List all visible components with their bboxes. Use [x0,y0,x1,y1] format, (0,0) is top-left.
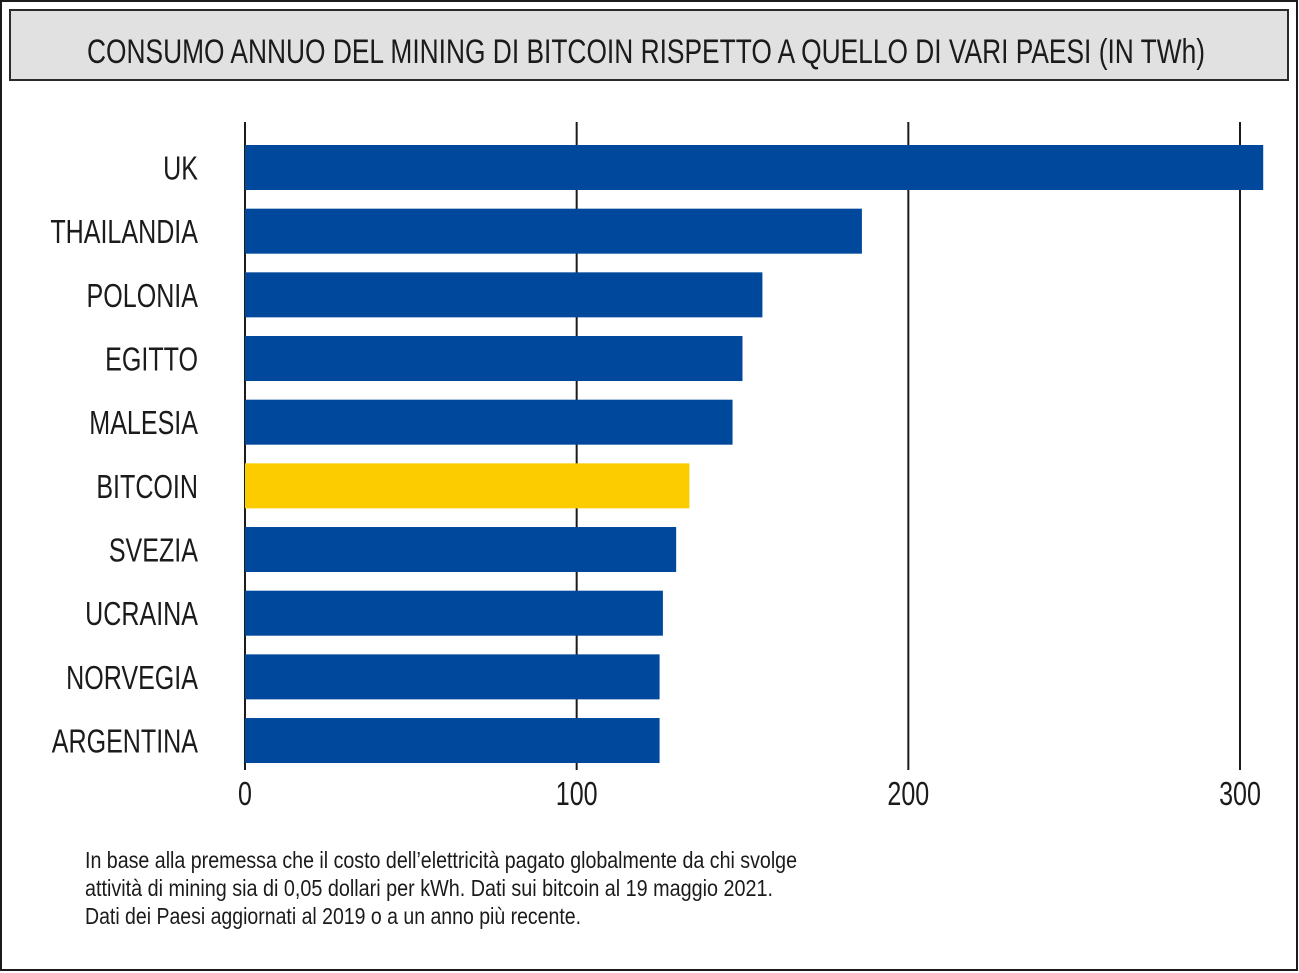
footnote-line: attività di mining sia di 0,05 dollari p… [85,875,773,901]
category-label: UCRAINA [85,596,198,633]
category-label: UK [163,150,198,187]
bar-polonia [245,272,763,318]
x-tick-label: 300 [1219,776,1261,813]
title-box [9,9,1289,81]
category-label: NORVEGIA [66,660,198,697]
category-label: SVEZIA [109,532,199,569]
chart-title: CONSUMO ANNUO DEL MINING DI BITCOIN RISP… [87,33,1205,71]
bar-malesia [245,399,733,445]
bar-thailandia [245,208,862,254]
footnote: In base alla premessa che il costo dell’… [85,847,797,929]
title-banner: CONSUMO ANNUO DEL MINING DI BITCOIN RISP… [9,9,1289,81]
category-labels: UK THAILANDIA POLONIA EGITTO MALESIA BITCOIN S… [50,150,198,760]
bar-svezia [245,527,677,573]
x-tick-label: 200 [887,776,929,813]
category-label: EGITTO [105,341,198,378]
footnote-line: Dati dei Paesi aggiornati al 2019 o a un… [85,903,581,929]
bar-ucraina [245,590,663,636]
footnote-line: In base alla premessa che il costo dell’… [85,847,797,873]
bar-norvegia [245,654,660,700]
x-tick-labels: 0 100 200 300 [238,776,1261,813]
bar-egitto [245,336,743,382]
bars [245,145,1264,764]
category-label: THAILANDIA [50,214,198,251]
category-label: MALESIA [89,405,198,442]
category-label: BITCOIN [96,469,198,506]
bar-bitcoin [245,463,690,509]
x-tick-label: 100 [556,776,598,813]
category-label: POLONIA [87,278,199,315]
bar-uk [245,145,1264,190]
category-label: ARGENTINA [52,723,199,760]
bar-argentina [245,718,660,764]
x-tick-label: 0 [238,776,252,813]
